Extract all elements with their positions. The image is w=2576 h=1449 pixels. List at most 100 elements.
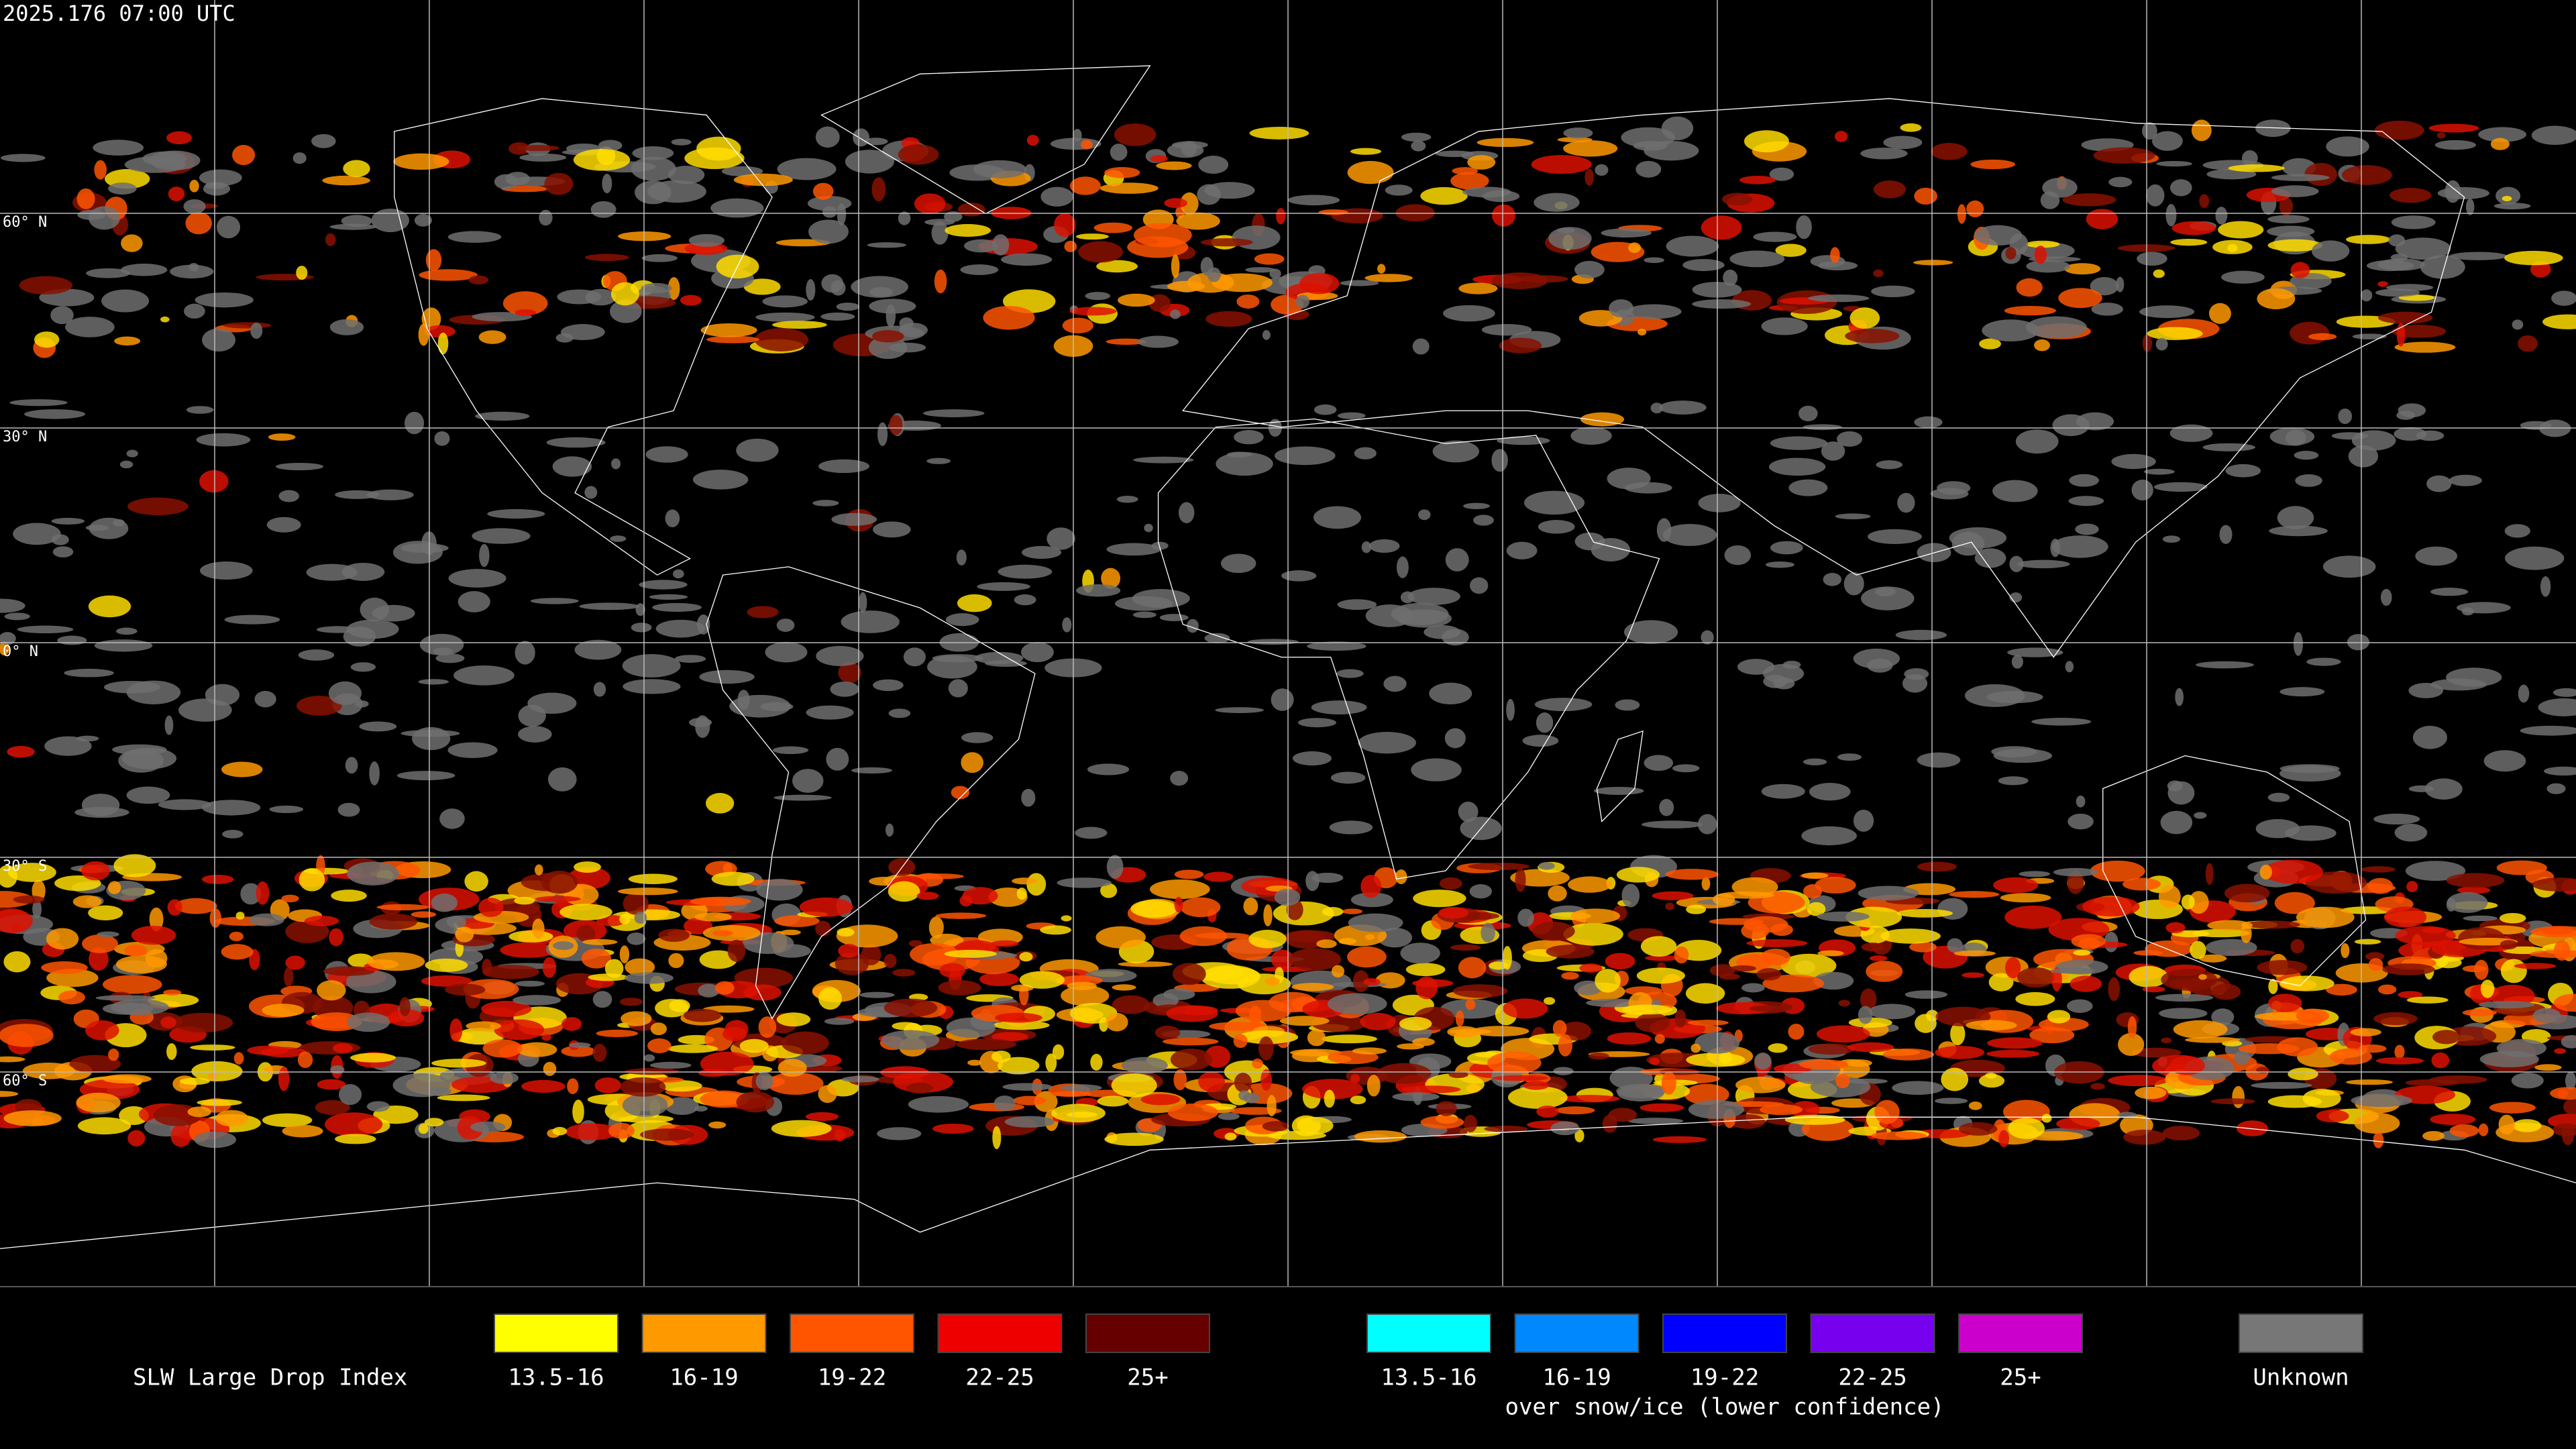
cloud-patch: [2143, 468, 2175, 475]
cloud-patch: [247, 1045, 288, 1055]
cloud-patch: [2016, 278, 2043, 297]
cloud-patch: [639, 580, 688, 590]
cloud-patch: [2351, 430, 2396, 451]
cloud-patch: [2306, 657, 2341, 666]
cloud-patch: [1412, 338, 1430, 355]
cloud-patch: [2565, 1071, 2576, 1090]
latitude-label: 60° S: [3, 1073, 47, 1089]
cloud-patch: [1853, 809, 1874, 832]
cloud-patch: [1012, 1095, 1046, 1106]
cloud-patch: [475, 411, 530, 421]
cloud-patch: [1986, 1050, 2040, 1058]
cloud-patch: [34, 331, 60, 348]
cloud-patch: [2395, 926, 2456, 945]
cloud-patch: [2269, 525, 2328, 537]
cloud-patch: [1723, 269, 1738, 286]
cloud-patch: [2151, 131, 2183, 151]
cloud-patch: [189, 262, 199, 272]
cloud-patch: [631, 156, 676, 181]
cloud-patch: [1216, 451, 1273, 476]
cloud-patch: [2394, 823, 2428, 842]
cloud-patch: [932, 654, 984, 663]
cloud-patch: [2211, 1008, 2235, 1026]
cloud-patch: [818, 1085, 837, 1104]
cloud-patch: [1463, 1114, 1478, 1132]
cloud-patch: [266, 517, 301, 533]
cloud-patch: [1909, 941, 1937, 953]
cloud-patch: [1991, 746, 2037, 757]
cloud-patch: [1174, 896, 1183, 913]
cloud-patch: [1688, 1099, 1745, 1119]
cloud-patch: [1354, 447, 1377, 460]
cloud-patch: [619, 945, 630, 964]
cloud-patch: [2449, 252, 2508, 260]
cloud-patch: [311, 133, 336, 148]
cloud-patch: [2040, 191, 2060, 209]
cloud-patch: [2532, 877, 2576, 892]
cloud-patch: [317, 980, 346, 1001]
cloud-patch: [202, 328, 236, 352]
cloud-patch: [1701, 877, 1711, 891]
cloud-patch: [1470, 577, 1489, 594]
cloud-patch: [939, 963, 966, 978]
cloud-patch: [2480, 979, 2495, 998]
cloud-patch: [1796, 215, 1812, 239]
cloud-patch: [1073, 129, 1082, 142]
cloud-patch: [2422, 1130, 2445, 1141]
cloud-patch: [1245, 267, 1275, 273]
cloud-patch: [2478, 1001, 2535, 1009]
cloud-patch: [1817, 911, 1870, 922]
africa: [1159, 419, 1660, 879]
cloud-patch: [2153, 269, 2165, 278]
cloud-patch: [2514, 963, 2557, 969]
cloud-patch: [2169, 1056, 2205, 1075]
cloud-patch: [964, 239, 999, 253]
cloud-patch: [1330, 771, 1366, 784]
cloud-patch: [1203, 871, 1234, 882]
cloud-patch: [323, 966, 375, 976]
cloud-patch: [1834, 131, 1848, 142]
cloud-patch: [1768, 1043, 1788, 1053]
cloud-patch: [1060, 1084, 1102, 1091]
cloud-patch: [948, 679, 968, 698]
cloud-patch: [2392, 324, 2447, 338]
cloud-patch: [44, 736, 92, 756]
cloud-patch: [2290, 938, 2304, 954]
cloud-patch: [1249, 127, 1309, 140]
cloud-patch: [205, 684, 240, 706]
cloud-patch: [297, 1051, 313, 1069]
cloud-patch: [945, 613, 979, 627]
cloud-patch: [2437, 186, 2489, 200]
cloud-patch: [1448, 1071, 1468, 1078]
cloud-patch: [780, 929, 801, 936]
cloud-patch: [1218, 1112, 1240, 1120]
cloud-patch: [1904, 668, 1929, 680]
cloud-patch: [1701, 215, 1742, 240]
cloud-patch: [1234, 1073, 1252, 1093]
cloud-patch: [1101, 568, 1121, 589]
cloud-patch: [1150, 155, 1168, 162]
cloud-patch: [542, 957, 557, 978]
legend-title: SLW Large Drop Index: [133, 1364, 407, 1391]
cloud-patch: [2434, 957, 2462, 969]
cloud-patch: [414, 214, 432, 227]
cloud-patch: [1815, 877, 1856, 894]
cloud-patch: [1548, 227, 1592, 250]
cloud-patch: [1096, 260, 1138, 273]
cloud-patch: [418, 679, 449, 685]
cloud-patch: [1904, 990, 1948, 999]
cloud-patch: [184, 303, 205, 319]
cloud-patch: [341, 563, 385, 581]
cloud-patch: [1968, 1101, 1982, 1110]
cloud-patch: [2227, 244, 2238, 252]
cloud-patch: [2302, 1089, 2341, 1108]
cloud-patch: [411, 911, 437, 918]
cloud-patch: [2167, 780, 2183, 792]
cloud-patch: [1998, 776, 2029, 786]
cloud-patch: [868, 336, 908, 360]
cloud-patch: [1439, 877, 1462, 890]
cloud-patch: [466, 1021, 502, 1031]
cloud-patch: [1895, 629, 1947, 641]
cloud-patch: [1045, 1053, 1057, 1073]
cloud-patch: [993, 1020, 1050, 1030]
